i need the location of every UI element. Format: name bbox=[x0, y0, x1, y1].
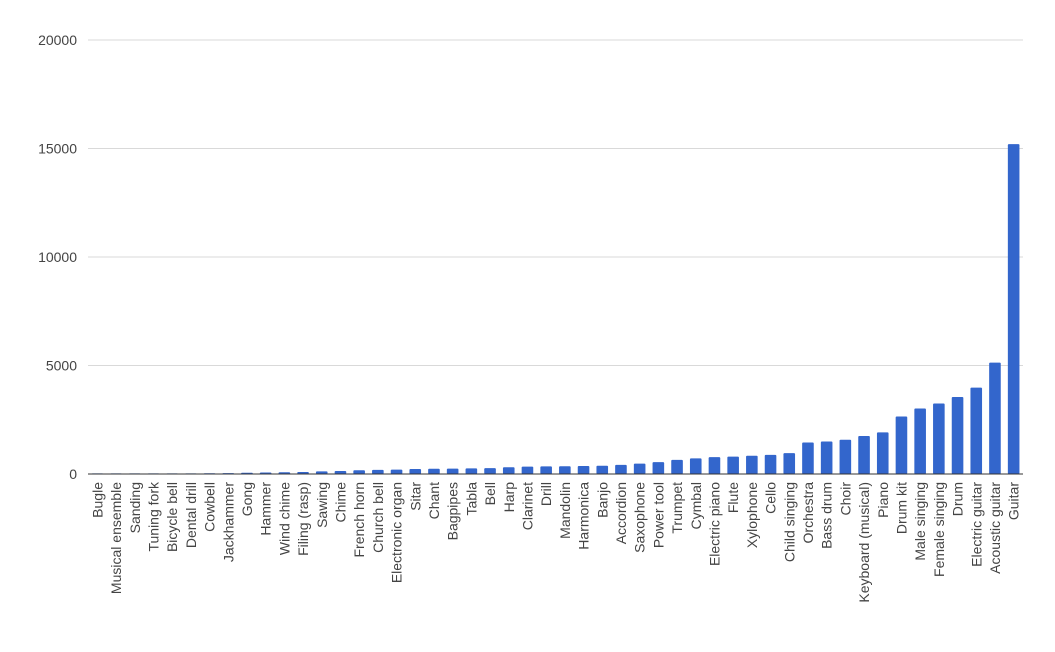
bars bbox=[91, 144, 1020, 474]
x-category-label: Male singing bbox=[912, 482, 928, 561]
x-category-label: Drum bbox=[950, 482, 966, 516]
bar bbox=[820, 441, 833, 474]
bar bbox=[858, 436, 870, 474]
x-category-label: Choir bbox=[837, 482, 853, 516]
x-category-label: Church bell bbox=[370, 482, 386, 553]
x-category-label: Jackhammer bbox=[220, 482, 236, 562]
x-category-label: Clarinet bbox=[519, 482, 535, 530]
x-category-label: Bugle bbox=[89, 482, 105, 518]
y-axis-ticks: 0 5000 10000 15000 20000 bbox=[38, 32, 77, 482]
bar bbox=[577, 465, 590, 474]
bar bbox=[970, 387, 983, 474]
x-category-label: Trumpet bbox=[669, 482, 685, 534]
bar bbox=[484, 468, 496, 474]
x-category-label: Orchestra bbox=[800, 482, 816, 544]
x-category-label: Musical ensemble bbox=[108, 482, 124, 594]
bar bbox=[409, 469, 422, 474]
y-tick-label: 10000 bbox=[38, 249, 77, 265]
bar bbox=[390, 469, 403, 474]
bar bbox=[315, 471, 328, 474]
x-category-label: Keyboard (musical) bbox=[856, 482, 872, 603]
bar bbox=[951, 396, 964, 474]
x-category-label: Tabla bbox=[463, 482, 479, 516]
y-tick-label: 0 bbox=[69, 466, 77, 482]
x-category-label: Saxophone bbox=[632, 482, 648, 553]
bar bbox=[764, 454, 777, 474]
x-category-label: Harp bbox=[501, 482, 517, 513]
x-category-label: Gong bbox=[239, 482, 255, 516]
bar bbox=[708, 457, 721, 474]
y-tick-label: 20000 bbox=[38, 32, 77, 48]
bar bbox=[1007, 144, 1020, 474]
x-category-label: Power tool bbox=[650, 482, 666, 548]
x-category-label: Cello bbox=[763, 482, 779, 514]
x-category-label: Electric guitar bbox=[968, 482, 984, 567]
x-category-label: Xylophone bbox=[744, 482, 760, 548]
bar bbox=[502, 467, 515, 474]
bar bbox=[559, 466, 571, 474]
x-category-label: Cowbell bbox=[202, 482, 218, 532]
bar bbox=[689, 458, 702, 474]
x-category-label: Child singing bbox=[781, 482, 797, 562]
x-axis-category-labels: Bugle Musical ensemble Sanding Tuning fork B… bbox=[89, 481, 1021, 603]
x-category-label: Drum kit bbox=[893, 482, 909, 534]
bar bbox=[989, 362, 1001, 474]
bar bbox=[372, 469, 384, 474]
bar bbox=[465, 468, 478, 474]
bar bbox=[671, 459, 683, 474]
bar bbox=[633, 463, 646, 474]
x-category-label: Banjo bbox=[594, 482, 610, 518]
x-category-label: Accordion bbox=[613, 482, 629, 544]
x-category-label: Dental drill bbox=[183, 482, 199, 548]
x-category-label: Electric piano bbox=[706, 482, 722, 566]
x-category-label: Tuning fork bbox=[145, 481, 161, 552]
bar bbox=[615, 464, 627, 474]
bar bbox=[521, 466, 534, 474]
x-category-label: Electronic organ bbox=[389, 482, 405, 583]
x-category-label: Mandolin bbox=[557, 482, 573, 539]
x-category-label: French horn bbox=[351, 482, 367, 557]
bar bbox=[428, 468, 440, 474]
y-tick-label: 5000 bbox=[46, 358, 77, 374]
bar bbox=[839, 439, 852, 474]
y-tick-label: 15000 bbox=[38, 141, 77, 157]
bar bbox=[353, 470, 365, 474]
x-category-label: Wind chime bbox=[276, 482, 292, 555]
x-category-label: Sanding bbox=[127, 482, 143, 533]
x-category-label: Filing (rasp) bbox=[295, 482, 311, 556]
x-category-label: Flute bbox=[725, 482, 741, 513]
bar bbox=[914, 408, 926, 474]
x-category-label: Acoustic guitar bbox=[987, 482, 1003, 574]
bar bbox=[746, 455, 758, 474]
x-category-label: Cymbal bbox=[688, 482, 704, 529]
x-category-label: Bass drum bbox=[819, 482, 835, 549]
bar bbox=[334, 470, 347, 474]
bar bbox=[652, 462, 665, 474]
x-category-label: Guitar bbox=[1006, 482, 1022, 520]
bar bbox=[727, 456, 739, 474]
x-category-label: Bagpipes bbox=[445, 482, 461, 540]
bar bbox=[446, 468, 459, 474]
x-category-label: Piano bbox=[875, 482, 891, 518]
x-category-label: Hammer bbox=[258, 482, 274, 536]
bar bbox=[802, 442, 814, 474]
x-category-label: Harmonica bbox=[576, 482, 592, 550]
x-category-label: Chime bbox=[332, 482, 348, 523]
grid-layer bbox=[88, 39, 1023, 366]
x-category-label: Drill bbox=[538, 482, 554, 506]
bar bbox=[540, 466, 552, 474]
bar bbox=[895, 416, 908, 474]
x-category-label: Sitar bbox=[407, 482, 423, 511]
bar bbox=[783, 453, 796, 474]
x-category-label: Bell bbox=[482, 482, 498, 505]
x-category-label: Chant bbox=[426, 482, 442, 519]
x-category-label: Sawing bbox=[314, 482, 330, 528]
x-category-label: Female singing bbox=[931, 482, 947, 577]
bar bbox=[933, 403, 945, 474]
x-category-label: Bicycle bell bbox=[164, 482, 180, 552]
bar bbox=[596, 465, 609, 474]
bar bbox=[876, 432, 889, 474]
